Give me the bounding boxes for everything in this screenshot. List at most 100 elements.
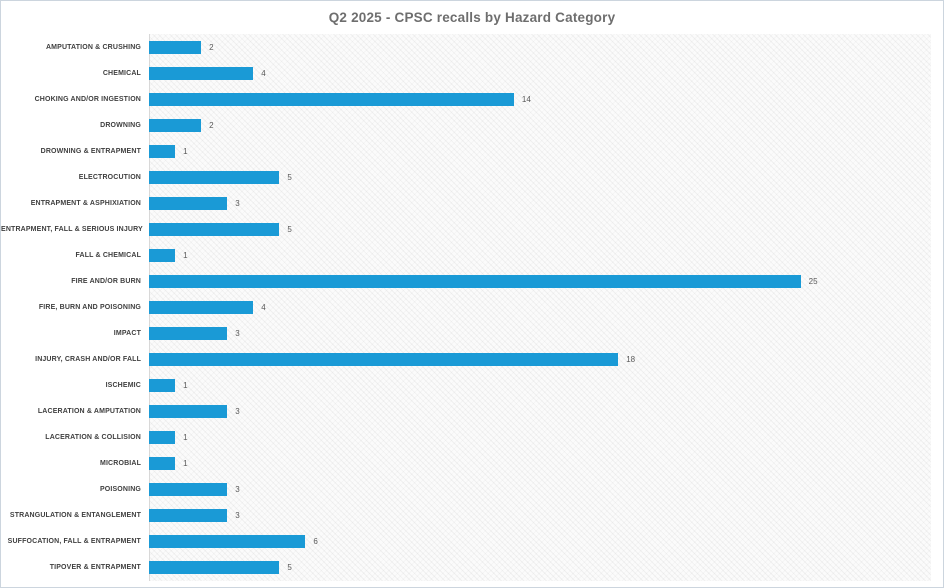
bar-row: FALL & CHEMICAL 1	[1, 242, 931, 268]
value-label: 5	[287, 172, 292, 182]
bar	[149, 92, 514, 106]
bar-row: TIPOVER & ENTRAPMENT 5	[1, 555, 931, 581]
bar	[149, 405, 228, 419]
bar-row: SUFFOCATION, FALL & ENTRAPMENT 6	[1, 529, 931, 555]
value-label: 3	[235, 511, 240, 521]
bar-track: 5	[149, 164, 931, 190]
bar	[149, 248, 176, 262]
bar	[149, 483, 228, 497]
bar	[149, 144, 176, 158]
bar-rows: AMPUTATION & CRUSHING 2 CHEMICAL 4 CHOKING A…	[1, 34, 931, 581]
bar	[149, 509, 228, 523]
bar-row: IMPACT 3	[1, 321, 931, 347]
category-label: ENTRAPMENT & ASPHIXIATION	[30, 199, 141, 207]
bar-track: 14	[149, 86, 931, 112]
bar	[149, 118, 202, 132]
value-label: 1	[183, 146, 188, 156]
category-label: INJURY, CRASH AND/OR FALL	[35, 356, 141, 364]
bar-row: INJURY, CRASH AND/OR FALL 18	[1, 347, 931, 373]
value-label: 3	[235, 407, 240, 417]
category-label: FALL & CHEMICAL	[75, 251, 141, 259]
value-label: 6	[313, 537, 318, 547]
bar-track: 5	[149, 555, 931, 581]
bar	[149, 327, 228, 341]
category-label: LACERATION & COLLISION	[45, 434, 141, 442]
category-label: CHEMICAL	[102, 69, 141, 77]
bar-track: 3	[149, 190, 931, 216]
bar	[149, 274, 801, 288]
category-label: MICROBIAL	[99, 460, 141, 468]
bar-track: 25	[149, 268, 931, 294]
bar	[149, 170, 280, 184]
bar-row: ELECTROCUTION 5	[1, 164, 931, 190]
bar-track: 2	[149, 34, 931, 60]
bar-row: LACERATION & AMPUTATION 3	[1, 399, 931, 425]
chart-title: Q2 2025 - CPSC recalls by Hazard Categor…	[328, 10, 616, 25]
bar-track: 3	[149, 503, 931, 529]
bar-track: 3	[149, 399, 931, 425]
value-label: 5	[287, 224, 292, 234]
value-label: 3	[235, 198, 240, 208]
bar-track: 1	[149, 138, 931, 164]
value-label: 2	[209, 42, 214, 52]
category-label: ELECTROCUTION	[78, 173, 141, 181]
bar-row: POISONING 3	[1, 477, 931, 503]
value-label: 1	[183, 459, 188, 469]
category-label: DROWNING & ENTRAPMENT	[40, 147, 141, 155]
bar-track: 1	[149, 373, 931, 399]
bar-row: FIRE, BURN AND POISONING 4	[1, 294, 931, 320]
category-label: IMPACT	[113, 330, 141, 338]
value-label: 1	[183, 250, 188, 260]
bar	[149, 353, 619, 367]
value-label: 1	[183, 381, 188, 391]
bar-row: ENTRAPMENT & ASPHIXIATION 3	[1, 190, 931, 216]
bar-track: 4	[149, 294, 931, 320]
category-label: LACERATION & AMPUTATION	[37, 408, 141, 416]
bar	[149, 300, 254, 314]
bar-track: 1	[149, 451, 931, 477]
bar-row: FIRE AND/OR BURN 25	[1, 268, 931, 294]
value-label: 25	[808, 276, 818, 286]
bar	[149, 535, 306, 549]
value-label: 18	[626, 355, 636, 365]
value-label: 3	[235, 329, 240, 339]
bar-track: 1	[149, 425, 931, 451]
category-label: STRANGULATION & ENTANGLEMENT	[9, 512, 141, 520]
category-label: SUFFOCATION, FALL & ENTRAPMENT	[7, 538, 141, 546]
category-label: ENTRAPMENT, FALL & SERIOUS INJURY	[1, 225, 143, 233]
bar-track: 6	[149, 529, 931, 555]
bar-track: 1	[149, 242, 931, 268]
category-label: TIPOVER & ENTRAPMENT	[49, 564, 141, 572]
bar-row: AMPUTATION & CRUSHING 2	[1, 34, 931, 60]
value-label: 4	[261, 302, 266, 312]
bar	[149, 196, 228, 210]
bar-track: 5	[149, 216, 931, 242]
category-label: FIRE AND/OR BURN	[71, 277, 141, 285]
bar-track: 3	[149, 477, 931, 503]
bar	[149, 431, 176, 445]
bar	[149, 379, 176, 393]
bar-track: 4	[149, 60, 931, 86]
category-label: FIRE, BURN AND POISONING	[38, 303, 141, 311]
bar-track: 3	[149, 321, 931, 347]
plot-area	[149, 34, 931, 581]
bar-row: DROWNING & ENTRAPMENT 1	[1, 138, 931, 164]
bar	[149, 457, 176, 471]
bar-row: ENTRAPMENT, FALL & SERIOUS INJURY 5	[1, 216, 931, 242]
bar-row: STRANGULATION & ENTANGLEMENT 3	[1, 503, 931, 529]
bar-row: DROWNING 2	[1, 112, 931, 138]
bar-track: 2	[149, 112, 931, 138]
bar	[149, 222, 280, 236]
value-label: 3	[235, 485, 240, 495]
category-label: DROWNING	[100, 121, 141, 129]
bar	[149, 66, 254, 80]
value-label: 1	[183, 433, 188, 443]
category-label: CHOKING AND/OR INGESTION	[34, 95, 141, 103]
bar-row: CHEMICAL 4	[1, 60, 931, 86]
bar-track: 18	[149, 347, 931, 373]
value-label: 5	[287, 563, 292, 573]
value-label: 4	[261, 68, 266, 78]
bar-row: LACERATION & COLLISION 1	[1, 425, 931, 451]
bar	[149, 40, 202, 54]
